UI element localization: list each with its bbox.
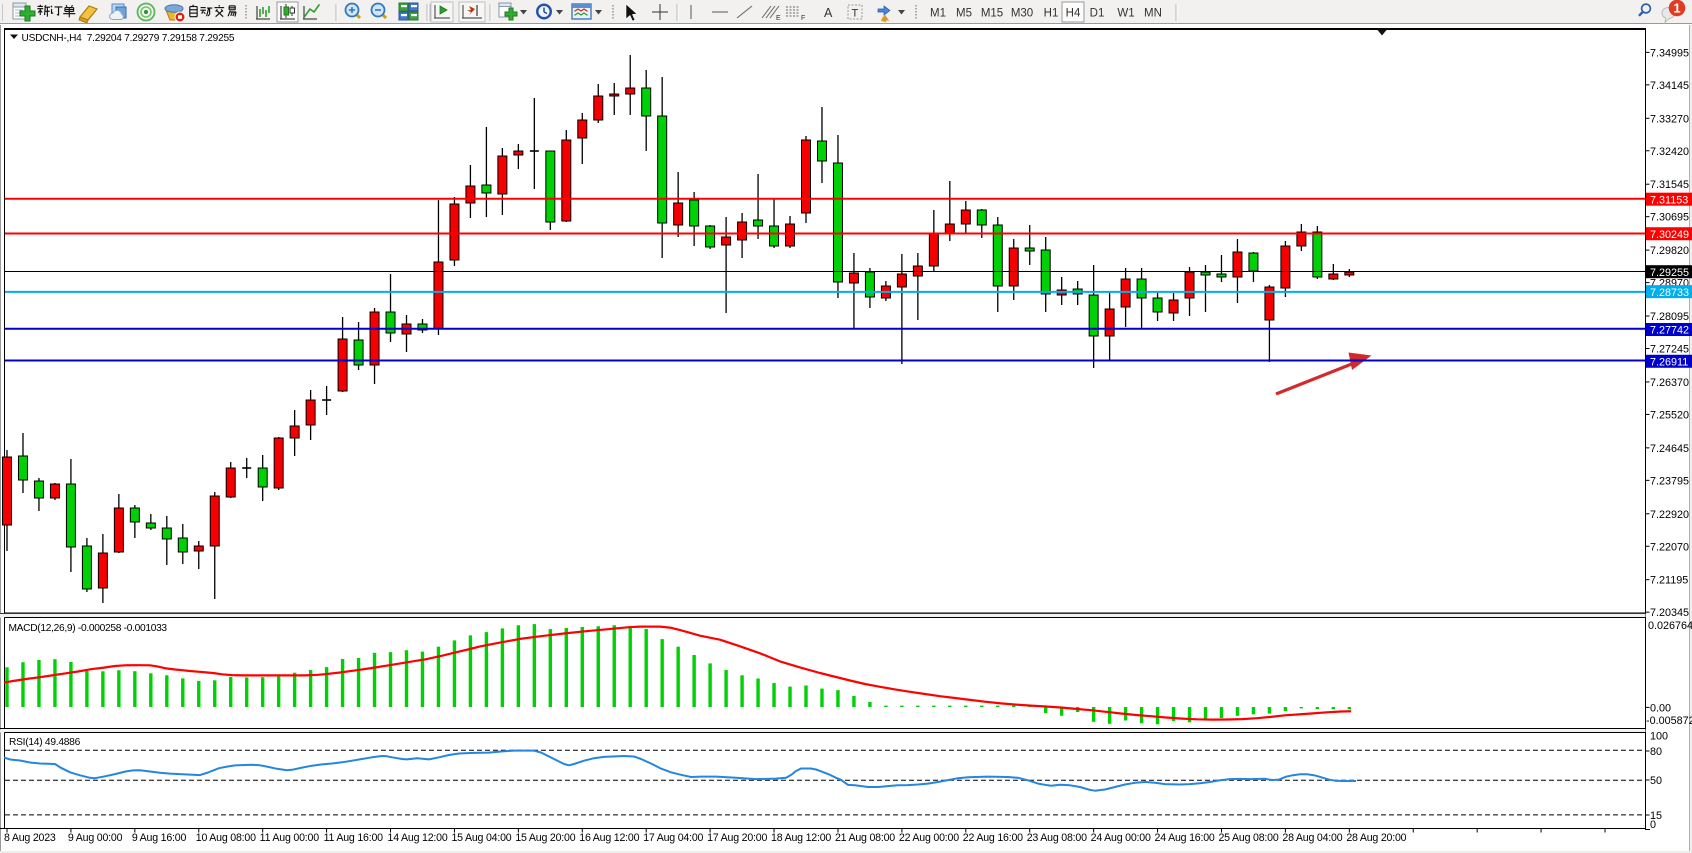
svg-text:80: 80	[1650, 746, 1662, 758]
svg-text:15 Aug 20:00: 15 Aug 20:00	[515, 832, 575, 844]
svg-text:7.29255: 7.29255	[1650, 267, 1689, 279]
svg-text:E: E	[776, 15, 781, 22]
svg-text:USDCNH-,H4 7.29204 7.29279 7.: USDCNH-,H4 7.29204 7.29279 7.29158 7.292…	[22, 33, 235, 44]
svg-text:7.26370: 7.26370	[1650, 377, 1689, 389]
svg-text:MACD(12,26,9) -0.000258 -0.001: MACD(12,26,9) -0.000258 -0.001033	[9, 623, 168, 634]
svg-text:7.23795: 7.23795	[1650, 475, 1689, 487]
svg-text:7.27245: 7.27245	[1650, 344, 1689, 356]
svg-text:15 Aug 04:00: 15 Aug 04:00	[451, 832, 511, 844]
svg-text:0: 0	[1650, 819, 1656, 831]
svg-text:9 Aug 16:00: 9 Aug 16:00	[132, 832, 187, 844]
svg-text:F: F	[801, 15, 805, 22]
svg-text:7.22070: 7.22070	[1650, 541, 1689, 553]
svg-text:7.28733: 7.28733	[1650, 287, 1689, 299]
svg-text:1: 1	[1673, 1, 1680, 16]
svg-text:28 Aug 20:00: 28 Aug 20:00	[1346, 832, 1406, 844]
svg-text:22 Aug 00:00: 22 Aug 00:00	[899, 832, 959, 844]
svg-text:7.34995: 7.34995	[1650, 47, 1689, 59]
svg-text:7.21195: 7.21195	[1650, 575, 1688, 587]
svg-text:24 Aug 00:00: 24 Aug 00:00	[1091, 832, 1151, 844]
svg-text:T: T	[852, 8, 859, 20]
svg-text:7.28095: 7.28095	[1650, 311, 1689, 323]
svg-text:H1: H1	[1044, 8, 1059, 20]
svg-text:22 Aug 16:00: 22 Aug 16:00	[963, 832, 1023, 844]
svg-text:M5: M5	[956, 8, 972, 20]
svg-text:10 Aug 08:00: 10 Aug 08:00	[196, 832, 256, 844]
svg-text:7.34145: 7.34145	[1650, 80, 1689, 92]
svg-text:W1: W1	[1117, 8, 1134, 20]
svg-text:23 Aug 08:00: 23 Aug 08:00	[1027, 832, 1087, 844]
svg-text:9 Aug 00:00: 9 Aug 00:00	[68, 832, 123, 844]
svg-text:25 Aug 08:00: 25 Aug 08:00	[1218, 832, 1278, 844]
svg-text:0.00: 0.00	[1650, 702, 1671, 714]
svg-text:7.20345: 7.20345	[1650, 607, 1689, 619]
svg-text:7.32420: 7.32420	[1650, 146, 1689, 158]
svg-text:7.25520: 7.25520	[1650, 409, 1689, 421]
svg-text:18 Aug 12:00: 18 Aug 12:00	[771, 832, 831, 844]
svg-text:17 Aug 04:00: 17 Aug 04:00	[643, 832, 703, 844]
svg-text:14 Aug 12:00: 14 Aug 12:00	[388, 832, 448, 844]
svg-text:15: 15	[1650, 810, 1662, 822]
svg-text:100: 100	[1650, 731, 1668, 743]
svg-text:-0.005872: -0.005872	[1646, 715, 1692, 727]
svg-text:M15: M15	[981, 8, 1003, 20]
svg-text:7.27742: 7.27742	[1650, 325, 1689, 337]
svg-text:A: A	[824, 6, 833, 20]
svg-text:11 Aug 00:00: 11 Aug 00:00	[260, 832, 320, 844]
svg-text:0.026764: 0.026764	[1648, 620, 1692, 632]
svg-text:8 Aug 2023: 8 Aug 2023	[4, 832, 56, 844]
svg-text:7.29820: 7.29820	[1650, 245, 1689, 257]
svg-text:7.24645: 7.24645	[1650, 443, 1689, 455]
svg-text:16 Aug 12:00: 16 Aug 12:00	[579, 832, 639, 844]
svg-text:7.30249: 7.30249	[1650, 229, 1689, 241]
svg-text:50: 50	[1650, 775, 1662, 787]
svg-text:21 Aug 08:00: 21 Aug 08:00	[835, 832, 895, 844]
svg-text:7.31153: 7.31153	[1650, 194, 1688, 206]
svg-text:M30: M30	[1011, 8, 1033, 20]
svg-text:D1: D1	[1090, 8, 1105, 20]
svg-text:7.33270: 7.33270	[1650, 113, 1689, 125]
svg-text:RSI(14) 49.4886: RSI(14) 49.4886	[9, 737, 81, 748]
svg-text:7.31545: 7.31545	[1650, 179, 1689, 191]
svg-text:H4: H4	[1066, 8, 1081, 20]
svg-text:MN: MN	[1144, 8, 1162, 20]
svg-text:M1: M1	[930, 8, 946, 20]
svg-text:7.26911: 7.26911	[1650, 356, 1688, 368]
svg-text:7.22920: 7.22920	[1650, 509, 1689, 521]
svg-text:28 Aug 04:00: 28 Aug 04:00	[1282, 832, 1342, 844]
svg-text:24 Aug 16:00: 24 Aug 16:00	[1155, 832, 1215, 844]
svg-text:17 Aug 20:00: 17 Aug 20:00	[707, 832, 767, 844]
svg-text:7.30695: 7.30695	[1650, 212, 1689, 224]
svg-text:11 Aug 16:00: 11 Aug 16:00	[324, 832, 384, 844]
